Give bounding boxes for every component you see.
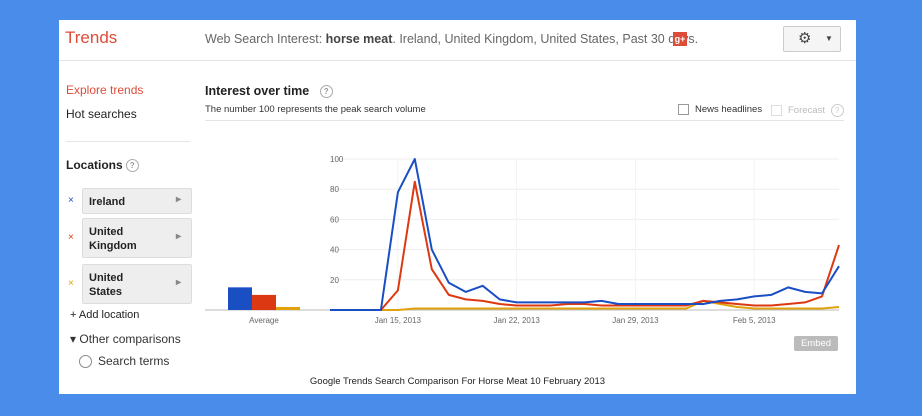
location-label: United States: [89, 272, 124, 298]
radio-button[interactable]: [79, 355, 92, 369]
location-label: United Kingdom: [89, 226, 137, 252]
chevron-right-icon: ▸: [175, 277, 181, 288]
news-headlines-checkbox[interactable]: News headlines: [678, 104, 762, 115]
locations-heading: Locations?: [66, 158, 139, 173]
y-tick-label: 40: [330, 246, 339, 255]
help-icon[interactable]: ?: [125, 159, 139, 173]
chevron-right-icon: ▸: [175, 231, 181, 242]
chevron-right-icon: ▸: [175, 194, 181, 205]
location-item-united-kingdom: × United Kingdom ▸: [66, 218, 192, 258]
embed-button[interactable]: Embed: [794, 336, 838, 351]
checkbox[interactable]: [678, 104, 689, 115]
x-tick-label: Jan 22, 2013: [494, 316, 541, 325]
other-comparisons-toggle[interactable]: ▾ Other comparisons: [70, 332, 181, 346]
settings-button[interactable]: ⚙ ▼: [783, 26, 841, 52]
location-item-united-states: × United States ▸: [66, 264, 192, 304]
location-selector-united-states[interactable]: United States ▸: [82, 264, 192, 304]
average-bar: [252, 294, 276, 310]
sidebar-divider: [66, 141, 190, 142]
x-tick-label: Jan 29, 2013: [612, 316, 659, 325]
search-terms-option[interactable]: Search terms: [79, 354, 170, 369]
y-tick-label: 20: [330, 276, 339, 285]
panel-description: The number 100 represents the peak searc…: [205, 104, 426, 115]
location-selector-united-kingdom[interactable]: United Kingdom ▸: [82, 218, 192, 258]
remove-location-icon[interactable]: ×: [68, 232, 74, 243]
average-bar: [276, 306, 300, 310]
average-bar: [228, 287, 252, 310]
gear-icon: ⚙: [798, 30, 812, 47]
sidebar-item-explore-trends[interactable]: Explore trends: [66, 83, 144, 97]
checkbox: [771, 105, 782, 116]
trends-card: Trends Web Search Interest: horse meat. …: [59, 20, 856, 394]
series-line: [330, 180, 840, 311]
summary-term: horse meat: [325, 32, 393, 46]
location-item-ireland: × Ireland ▸: [66, 188, 192, 214]
x-tick-label: Jan 15, 2013: [375, 316, 422, 325]
average-label: Average: [249, 316, 279, 325]
help-icon: ?: [830, 104, 844, 117]
locations-label: Locations: [66, 158, 123, 172]
series-line: [330, 158, 840, 311]
news-headlines-label: News headlines: [695, 104, 763, 116]
summary-prefix: Web Search Interest:: [205, 32, 326, 46]
trends-logo[interactable]: Trends: [65, 28, 118, 47]
location-label: Ireland: [89, 196, 126, 208]
remove-location-icon[interactable]: ×: [68, 278, 74, 289]
panel-title: Interest over time ?: [205, 84, 333, 99]
search-terms-label: Search terms: [98, 354, 170, 368]
forecast-label: Forecast: [788, 105, 825, 117]
y-tick-label: 60: [330, 215, 339, 224]
y-tick-label: 100: [330, 155, 344, 164]
panel-title-text: Interest over time: [205, 84, 310, 98]
sidebar-item-hot-searches[interactable]: Hot searches: [66, 107, 137, 121]
google-plus-icon[interactable]: g+: [673, 32, 687, 46]
remove-location-icon[interactable]: ×: [68, 195, 74, 206]
summary-suffix: . Ireland, United Kingdom, United States…: [392, 32, 699, 46]
help-icon[interactable]: ?: [319, 85, 333, 99]
forecast-checkbox: Forecast ?: [771, 104, 844, 117]
series-line: [330, 299, 840, 311]
top-bar: Trends Web Search Interest: horse meat. …: [59, 20, 856, 61]
x-tick-label: Feb 5, 2013: [733, 316, 776, 325]
interest-over-time-chart: 100 80 60 40 20 Jan 15, 2013 Jan 22, 2013 Jan 2…: [205, 155, 840, 325]
chevron-down-icon: ▼: [825, 34, 833, 43]
location-selector-ireland[interactable]: Ireland ▸: [82, 188, 192, 214]
add-location-link[interactable]: + Add location: [70, 309, 140, 321]
figure-caption: Google Trends Search Comparison For Hors…: [309, 376, 606, 387]
search-summary: Web Search Interest: horse meat. Ireland…: [205, 32, 698, 46]
y-tick-label: 80: [330, 185, 339, 194]
panel-divider: [205, 120, 844, 121]
